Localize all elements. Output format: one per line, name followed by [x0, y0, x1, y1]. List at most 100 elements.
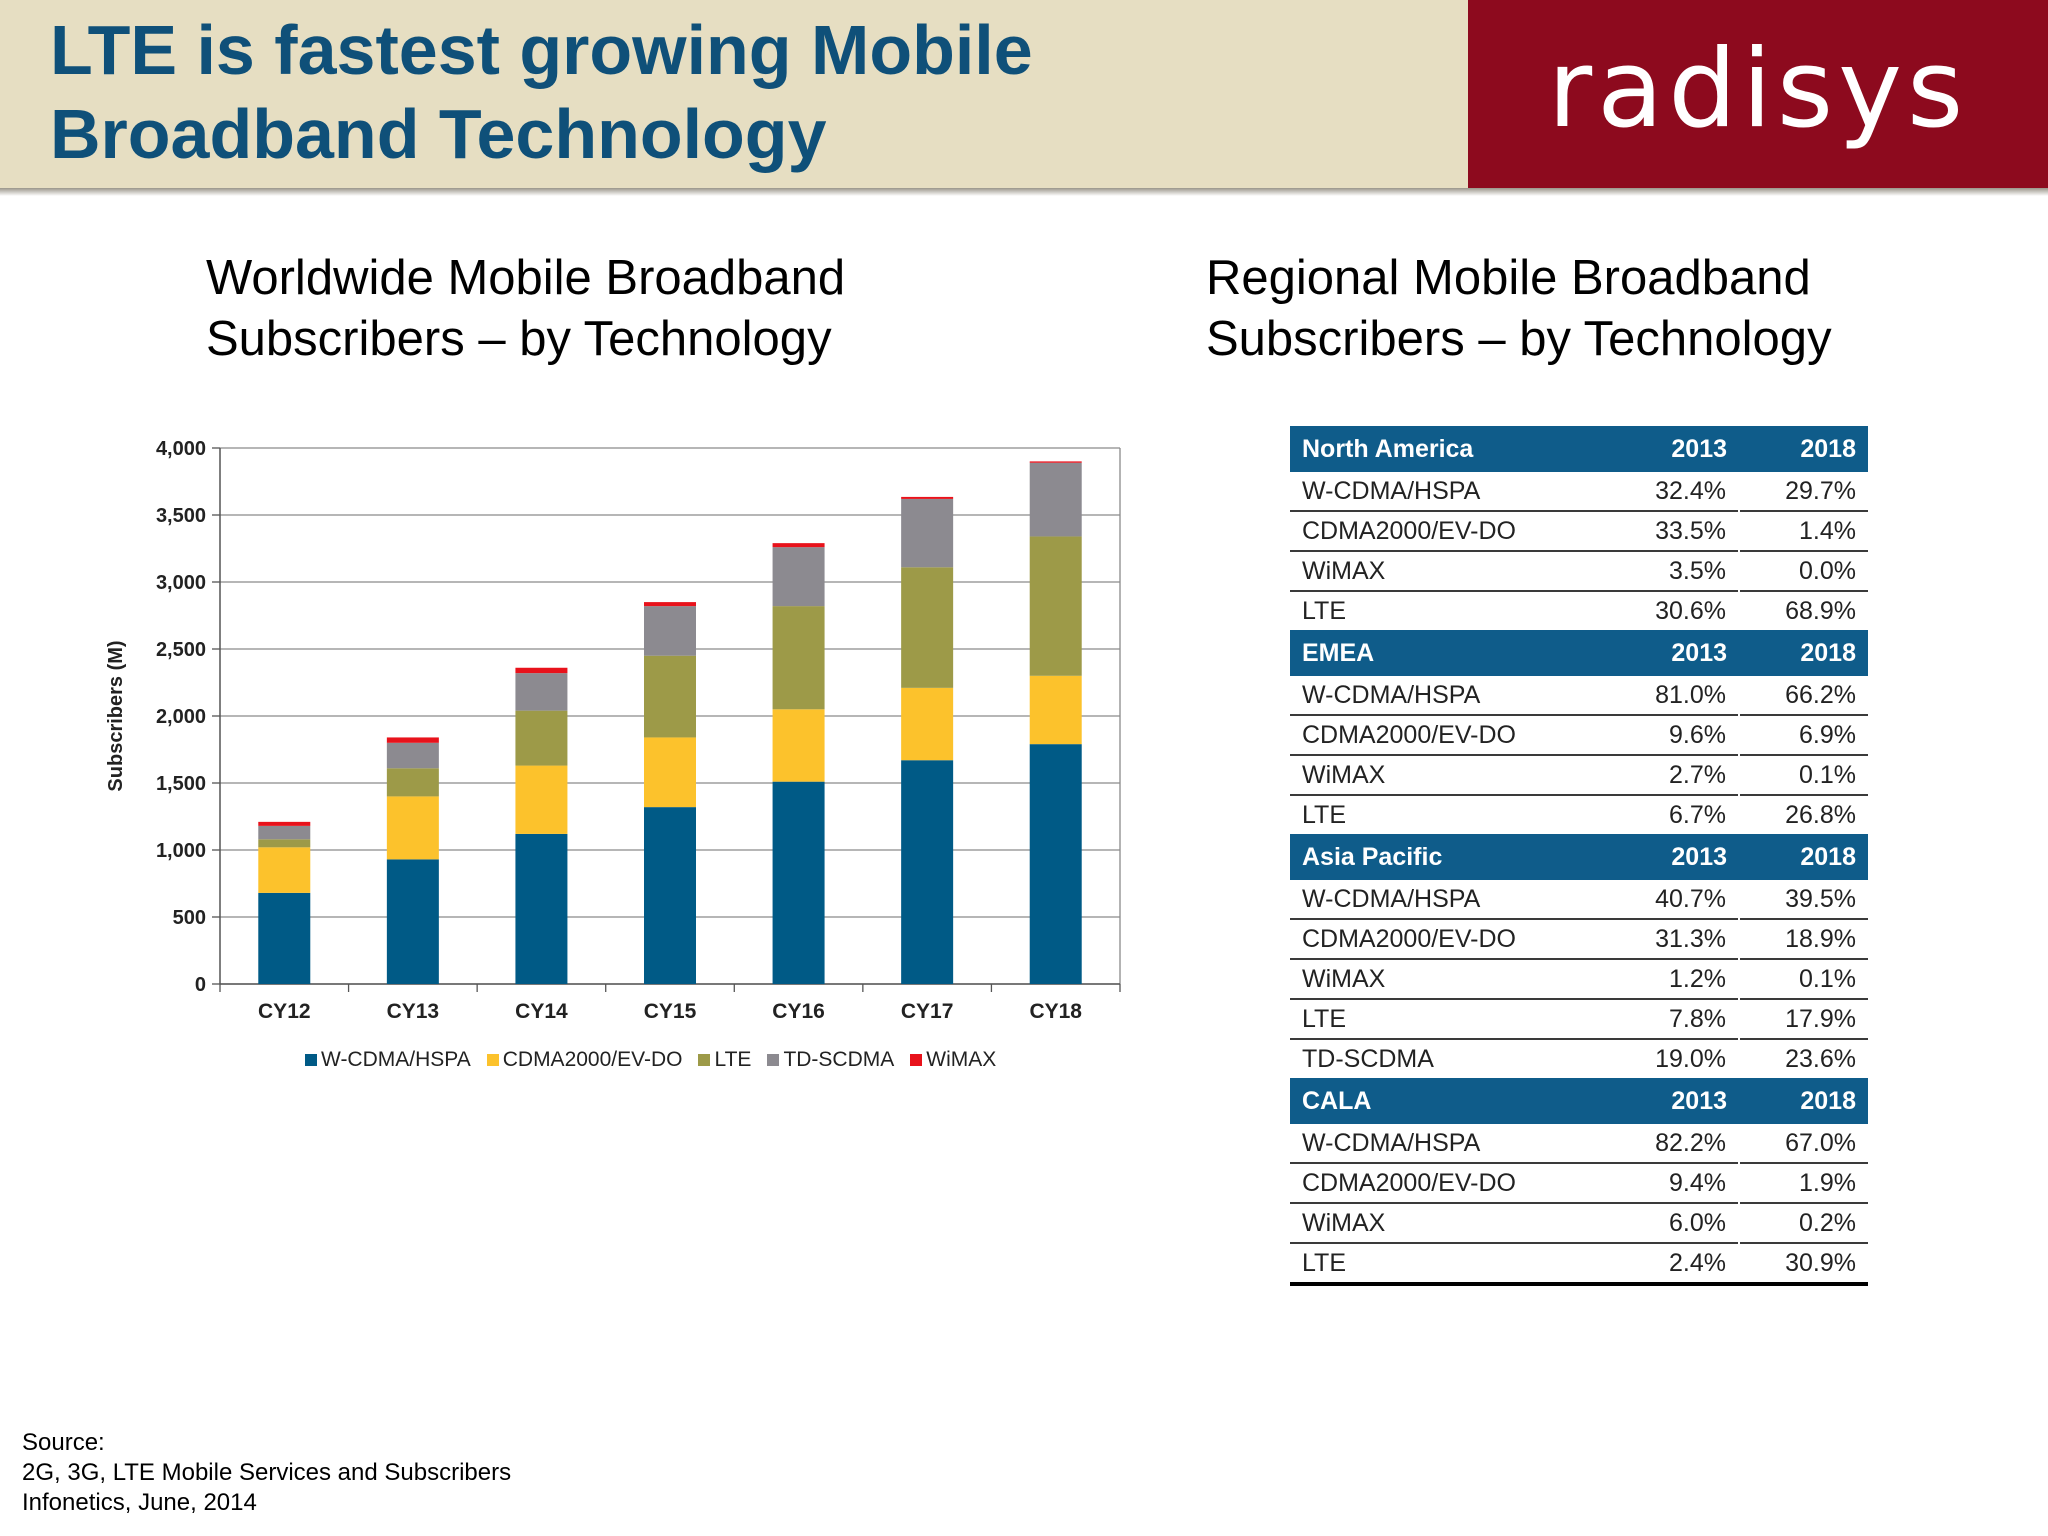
share-2018-cell: 0.2% [1739, 1202, 1868, 1243]
header-band: LTE is fastest growing Mobile Broadband … [0, 0, 2048, 188]
bar-segment-td-scdma [644, 606, 696, 656]
legend-swatch [305, 1054, 317, 1066]
technology-cell: CDMA2000/EV-DO [1290, 918, 1611, 959]
share-2013-cell: 19.0% [1610, 1038, 1741, 1078]
y-axis-title: Subscribers (M) [105, 640, 127, 791]
share-2018-cell: 1.4% [1739, 510, 1868, 551]
bar-segment-cdma2000-ev-do [515, 765, 568, 834]
table-row: LTE 30.6% 68.9% [1290, 590, 1868, 630]
bar-segment-cdma2000-ev-do [772, 709, 825, 782]
region-name: Asia Pacific [1290, 834, 1611, 880]
technology-cell: CDMA2000/EV-DO [1290, 510, 1611, 551]
table-row: W-CDMA/HSPA 40.7% 39.5% [1290, 880, 1868, 919]
technology-cell: CDMA2000/EV-DO [1290, 714, 1611, 755]
bar-segment-cdma2000-ev-do [386, 796, 439, 860]
legend-item: CDMA2000/EV-DO [486, 1048, 683, 1072]
technology-cell: WiMAX [1290, 1202, 1611, 1243]
y-tick-label: 500 [173, 907, 206, 929]
bar-segment-lte [1029, 536, 1082, 676]
x-tick-label: CY18 [1029, 1000, 1082, 1023]
bar-segment-wimax [644, 602, 696, 607]
x-tick-label: CY13 [387, 1000, 440, 1023]
technology-cell: CDMA2000/EV-DO [1290, 1162, 1611, 1203]
share-2013-cell: 40.7% [1610, 880, 1741, 919]
bar-segment-lte [258, 839, 311, 848]
legend-swatch [910, 1054, 923, 1066]
technology-cell: W-CDMA/HSPA [1302, 680, 1481, 709]
left-heading-line-1: Worldwide Mobile Broadband [206, 251, 846, 305]
technology-cell: WiMAX [1290, 958, 1611, 999]
technology-cell: LTE [1290, 590, 1611, 630]
share-2018-cell: 29.7% [1785, 476, 1856, 505]
bar-segment-lte [772, 606, 825, 710]
share-2013-cell: 33.5% [1610, 510, 1741, 551]
table-row: WiMAX 3.5% 0.0% [1290, 550, 1868, 591]
year-header: 2018 [1739, 630, 1868, 676]
share-2013-cell: 31.3% [1610, 918, 1741, 959]
region-header-row: Asia Pacific 2013 2018 [1290, 834, 1868, 880]
table-row: CDMA2000/EV-DO 9.4% 1.9% [1290, 1162, 1868, 1203]
legend-label: CDMA2000/EV-DO [502, 1048, 683, 1071]
technology-cell: W-CDMA/HSPA [1302, 884, 1481, 913]
chart-legend: W-CDMA/HSPA CDMA2000/EV-DO LTE TD-SCDMA WiMA… [305, 1046, 1012, 1074]
year-header: 2013 [1610, 1078, 1740, 1124]
year-header: 2013 [1610, 426, 1740, 472]
source-note: Source: 2G, 3G, LTE Mobile Services and … [22, 1428, 511, 1518]
legend-label: WiMAX [926, 1048, 997, 1071]
technology-cell: WiMAX [1290, 754, 1611, 795]
slide-title-line-1: LTE is fastest growing Mobile [50, 11, 1033, 89]
bar-segment-td-scdma [901, 498, 954, 568]
share-2013-cell: 9.6% [1610, 714, 1741, 755]
table-row: CDMA2000/EV-DO 9.6% 6.9% [1290, 714, 1868, 755]
radisys-logo: radisys [1547, 27, 1969, 152]
bar-segment-cdma2000-ev-do [901, 687, 954, 761]
legend-item: W-CDMA/HSPA [305, 1048, 471, 1072]
brand-box: radisys [1468, 0, 2048, 188]
source-line-2: 2G, 3G, LTE Mobile Services and Subscrib… [22, 1459, 512, 1486]
bar-segment-w-cdma-hspa [901, 760, 954, 984]
left-heading: Worldwide Mobile Broadband Subscribers –… [206, 248, 845, 370]
bar-segment-lte [901, 567, 954, 688]
share-2018-cell: 66.2% [1785, 680, 1856, 709]
y-tick-label: 1,500 [156, 773, 206, 795]
table-row: WiMAX 1.2% 0.1% [1290, 958, 1868, 999]
y-tick-label: 0 [195, 974, 206, 996]
table-row: LTE 2.4% 30.9% [1290, 1242, 1868, 1284]
bar-segment-td-scdma [258, 825, 311, 840]
bar-segment-td-scdma [515, 673, 568, 711]
right-heading-line-1: Regional Mobile Broadband [1206, 251, 1811, 305]
region-header-row: EMEA 2013 2018 [1290, 630, 1868, 676]
legend-swatch [767, 1054, 780, 1066]
region-name: CALA [1290, 1078, 1611, 1124]
share-2013-cell: 9.4% [1610, 1162, 1741, 1203]
table-row: WiMAX 2.7% 0.1% [1290, 754, 1868, 795]
legend-label: W-CDMA/HSPA [321, 1048, 471, 1071]
x-tick-label: CY12 [258, 1000, 311, 1023]
regional-table: North America 2013 2018 W-CDMA/HSPA 32.4% 29.… [1290, 426, 1868, 1286]
share-2018-cell: 1.9% [1739, 1162, 1868, 1203]
region-name: EMEA [1290, 630, 1611, 676]
share-2013-cell: 3.5% [1610, 550, 1741, 591]
share-2013-cell: 82.2% [1610, 1124, 1741, 1163]
year-header: 2018 [1739, 426, 1868, 472]
x-tick-label: CY17 [901, 1000, 954, 1023]
bar-segment-td-scdma [1029, 462, 1082, 537]
region-header-row: CALA 2013 2018 [1290, 1078, 1868, 1124]
share-2013-cell: 81.0% [1610, 676, 1741, 715]
bar-segment-wimax [258, 821, 311, 826]
technology-cell: W-CDMA/HSPA [1302, 476, 1481, 505]
table-row: W-CDMA/HSPA 32.4% 29.7% [1290, 472, 1868, 511]
technology-cell: TD-SCDMA [1290, 1038, 1611, 1078]
share-2018-cell: 18.9% [1739, 918, 1868, 959]
table-row: W-CDMA/HSPA 82.2% 67.0% [1290, 1124, 1868, 1163]
y-tick-label: 3,000 [156, 572, 206, 594]
share-2018-cell: 6.9% [1739, 714, 1868, 755]
legend-swatch [486, 1054, 499, 1066]
bar-segment-w-cdma-hspa [386, 859, 439, 984]
region-header-row: North America 2013 2018 [1290, 426, 1868, 472]
bar-segment-wimax [1029, 461, 1082, 463]
share-2018-cell: 67.0% [1785, 1128, 1856, 1157]
bar-segment-lte [515, 710, 568, 766]
region-name: North America [1290, 426, 1611, 472]
technology-cell: LTE [1290, 1242, 1611, 1284]
